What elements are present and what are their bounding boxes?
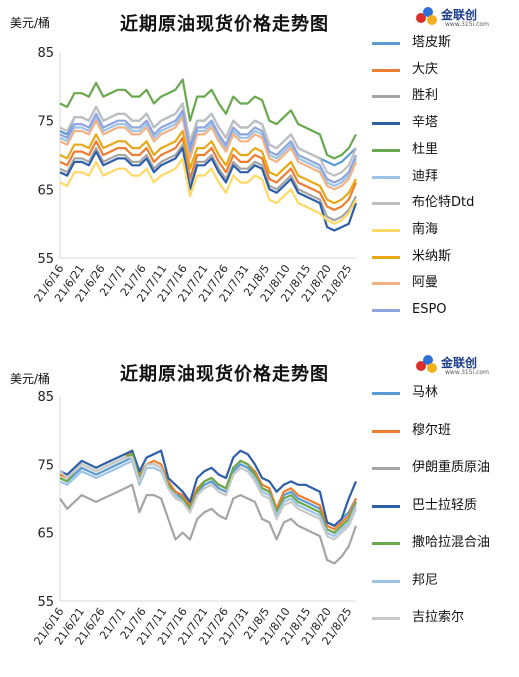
y-tick-label: 75: [37, 115, 54, 130]
chart-panel-2: 美元/桶 近期原油现货价格走势图 金联创 www.315i.com 55 65 75…: [0, 340, 519, 677]
legend-swatch: [372, 282, 400, 286]
logo-url: www.315i.com: [445, 21, 489, 28]
legend-swatch: [372, 467, 400, 470]
y-tick-label: 85: [37, 390, 54, 405]
series-line-2: [59, 449, 358, 531]
legend-item: 穆尔班: [372, 422, 512, 440]
y-tick-label: 65: [37, 183, 54, 198]
series-line-2: [59, 136, 358, 211]
legend-swatch: [372, 148, 400, 152]
legend-label: 辛塔: [412, 115, 439, 131]
line-chart-2: 5565758521/6/1621/6/2121/6/2621/7/121/7/…: [31, 390, 358, 647]
y-tick-label: 75: [37, 458, 54, 473]
legend-item: 辛塔: [372, 114, 512, 132]
legend-label: ESPO: [412, 302, 447, 317]
series-line-10: [59, 116, 358, 191]
series-line-6: [59, 112, 358, 187]
y-tick-label: 85: [37, 46, 54, 61]
legend-label: 马林: [412, 385, 439, 400]
legend-label: 穆尔班: [412, 422, 452, 438]
series-line-5: [59, 452, 358, 534]
legend-swatch: [372, 309, 400, 312]
line-chart-1: 5565758521/6/1621/6/2121/6/2621/7/121/7/…: [31, 46, 358, 304]
legend-swatch: [372, 175, 400, 179]
legend-item: 撒哈拉混合油: [372, 534, 512, 552]
legend-swatch: [372, 579, 400, 583]
legend-label: 伊朗重质原油: [412, 460, 491, 475]
legend-label: 杜里: [412, 141, 439, 157]
legend-swatch: [372, 122, 400, 126]
legend-item: 胜利: [372, 87, 512, 105]
legend-label: 撒哈拉混合油: [412, 535, 491, 550]
legend-label: 迪拜: [412, 168, 439, 184]
legend-swatch: [372, 255, 400, 259]
legend-label: 胜利: [412, 88, 439, 104]
y-tick-label: 65: [37, 527, 54, 542]
legend-label: 邦尼: [412, 572, 439, 588]
chart-title: 近期原油现货价格走势图: [120, 14, 329, 35]
legend-item: 大庆: [372, 61, 512, 79]
series-line-9: [59, 129, 357, 205]
legend-label: 吉拉索尔: [412, 610, 465, 625]
legend-label: 阿曼: [412, 275, 439, 291]
legend-swatch: [372, 617, 400, 620]
legend-item: 杜里: [372, 141, 512, 159]
legend-swatch: [372, 392, 400, 395]
logo-mark-icon: [416, 7, 437, 25]
legend-swatch: [372, 95, 400, 99]
legend-item: 马林: [372, 384, 512, 402]
legend-swatch: [372, 542, 400, 545]
series-line-1: [59, 456, 357, 527]
legend-swatch: [372, 202, 400, 206]
legend-label: 巴士拉轻质: [412, 497, 478, 513]
series-line-4: [59, 147, 358, 232]
brand-logo: 金联创 www.315i.com: [415, 350, 497, 380]
legend-item: 伊朗重质原油: [372, 459, 512, 477]
legend-swatch: [372, 228, 400, 232]
brand-logo: 金联创 www.315i.com: [415, 2, 497, 32]
y-axis-unit-label: 美元/桶: [10, 16, 51, 30]
legend-item: 阿曼: [372, 274, 512, 292]
legend-swatch: [372, 504, 400, 508]
y-tick-label: 55: [37, 595, 54, 610]
legend-label: 米纳斯: [412, 248, 452, 264]
series-line-11: [59, 109, 358, 184]
legend-item: 迪拜: [372, 168, 512, 186]
series-line-3: [59, 483, 358, 565]
legend-item: ESPO: [372, 301, 512, 319]
y-tick-label: 55: [37, 252, 54, 267]
series-line-3: [59, 143, 357, 222]
legend-item: 南海: [372, 221, 512, 239]
chart-title: 近期原油现货价格走势图: [120, 364, 329, 385]
legend-item: 塔皮斯: [372, 34, 512, 52]
legend-item: 米纳斯: [372, 248, 512, 266]
series-line-5: [59, 78, 357, 160]
legend-label: 布伦特Dtd: [412, 195, 475, 211]
legend-swatch: [372, 42, 400, 45]
logo-mark-icon: [416, 355, 437, 373]
y-axis-unit-label: 美元/桶: [10, 372, 51, 386]
logo-url: www.315i.com: [445, 369, 489, 376]
legend-item: 吉拉索尔: [372, 609, 512, 627]
legend-item: 邦尼: [372, 572, 512, 590]
chart-panel-1: 美元/桶 近期原油现货价格走势图 金联创 www.315i.com 55 65 75…: [0, 0, 519, 335]
series-line-7: [59, 456, 358, 541]
legend-label: 南海: [412, 221, 439, 237]
logo-name: 金联创: [441, 356, 478, 370]
legend-swatch: [372, 68, 400, 72]
series-line-4: [59, 449, 358, 527]
legend-item: 巴士拉轻质: [372, 497, 512, 515]
legend-item: 布伦特Dtd: [372, 194, 512, 212]
series-line-8: [59, 157, 357, 225]
series-line-7: [59, 102, 358, 177]
logo-name: 金联创: [441, 8, 478, 22]
legend-swatch: [372, 429, 400, 433]
legend-label: 塔皮斯: [412, 35, 452, 50]
legend-label: 大庆: [412, 61, 439, 77]
